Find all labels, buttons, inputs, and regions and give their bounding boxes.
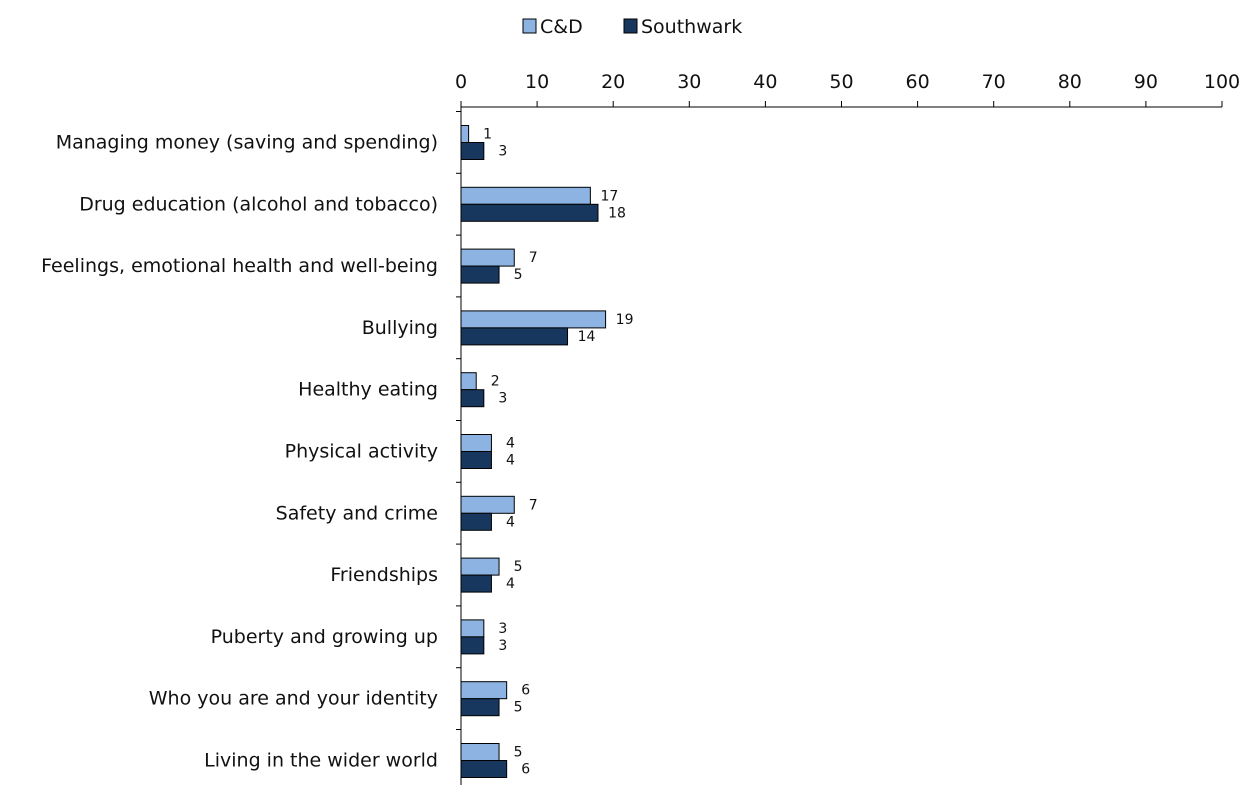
data-label: 3 [498,621,507,637]
category-label: Managing money (saving and spending) [56,132,438,154]
bar-cd [460,310,607,329]
data-label: 5 [514,559,523,575]
bar-cd [460,495,515,514]
x-axis: 0 10 20 30 40 50 60 70 80 90 100 [455,71,1240,785]
x-tick-label: 70 [982,71,1006,93]
category-label: Puberty and growing up [211,626,438,648]
bar-southwark [460,327,569,346]
bar-cd [460,434,492,452]
bar-cd [460,743,500,761]
x-tick-label: 50 [829,71,853,93]
data-label: 4 [506,514,515,530]
x-tick-label: 10 [525,71,549,93]
data-label: 4 [506,453,515,469]
data-label: 14 [578,329,596,345]
data-label: 2 [491,374,500,390]
bars [460,125,607,778]
bar-cd [460,125,470,143]
legend-swatch [522,18,537,34]
category-label: Bullying [362,317,438,339]
data-label: 5 [514,745,523,761]
category-label: Safety and crime [276,502,438,524]
bar-cd [460,186,591,205]
bar-southwark [460,574,492,593]
bar-cd [460,619,485,638]
legend-label: C&D [540,16,583,38]
bar-southwark [460,142,485,160]
data-label: 6 [521,683,530,699]
x-tick-label: 0 [455,71,467,93]
data-label: 3 [498,391,507,407]
bar-southwark [460,203,599,222]
x-tick-label: 90 [1134,71,1158,93]
data-label: 3 [498,638,507,654]
bar-southwark [460,512,492,531]
category-label: Drug education (alcohol and tobacco) [79,193,438,215]
bar-cd [460,557,500,576]
bar-southwark [460,698,500,717]
bar-cd [460,248,515,267]
category-label: Living in the wider world [204,750,438,772]
data-label: 17 [600,188,618,204]
category-label: Physical activity [285,441,438,463]
legend-swatch [623,18,638,34]
data-label: 1 [483,127,492,143]
x-tick-label: 40 [753,71,777,93]
data-label: 19 [616,312,634,328]
data-label: 4 [506,436,515,452]
x-tick-label: 80 [1058,71,1082,93]
data-label: 18 [608,205,626,221]
bar-southwark [460,265,500,284]
x-tick-label: 20 [601,71,625,93]
data-label: 7 [529,497,538,513]
bar-cd [460,681,508,700]
data-label: 5 [514,700,523,716]
legend-label: Southwark [641,16,742,38]
category-label: Friendships [330,564,438,586]
category-label: Who you are and your identity [149,688,438,710]
data-label: 4 [506,576,515,592]
bar-southwark [460,760,508,778]
data-label: 7 [529,250,538,266]
bar-cd [460,372,477,391]
category-label: Feelings, emotional health and well-bein… [41,255,438,277]
bar-southwark [460,636,485,655]
x-tick-label: 30 [677,71,701,93]
data-label: 3 [498,144,507,160]
x-tick-label: 100 [1204,71,1240,93]
bar-southwark [460,451,492,469]
data-label: 5 [514,267,523,283]
x-tick-label: 60 [906,71,930,93]
category-labels: Managing money (saving and spending) Drug… [41,132,438,772]
data-label: 6 [521,762,530,778]
legend: C&D Southwark [522,16,742,38]
category-label: Healthy eating [298,379,438,401]
bar-southwark [460,389,485,408]
